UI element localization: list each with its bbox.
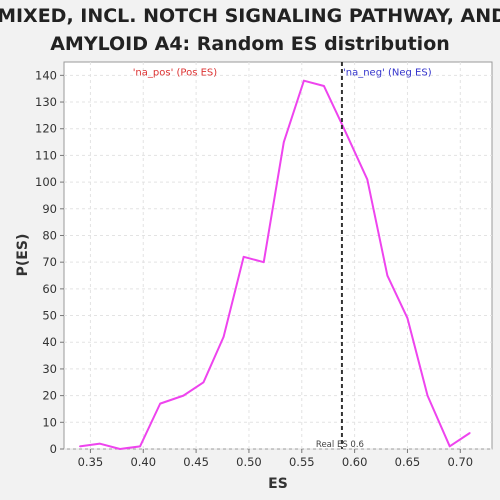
data-point [386,274,389,277]
data-point [303,79,305,82]
data-point [182,394,185,397]
y-tick-label: 10 [42,415,57,429]
x-axis-ticks: 0.35 0.40 0.45 0.50 0.55 0.60 0.65 0.70 [78,449,473,469]
series-layer [79,79,471,450]
y-tick-label: 60 [42,282,57,296]
y-tick-label: 0 [50,442,57,456]
x-tick-label: 0.70 [447,455,473,469]
data-point [222,336,225,338]
y-tick-label: 90 [42,202,57,216]
data-point [323,85,325,87]
data-point [79,445,81,448]
y-axis-label: P(ES) [15,234,31,277]
chart-title-line-2: AMYLOID A4: Random ES distribution [50,33,450,55]
x-tick-label: 0.60 [342,455,368,469]
data-point [159,402,161,405]
x-tick-label: 0.65 [395,455,421,469]
y-tick-label: 30 [42,362,57,376]
y-tick-label: 80 [42,228,57,242]
data-point [469,432,471,434]
x-tick-label: 0.35 [78,455,104,469]
y-tick-label: 110 [35,148,57,162]
annotation-layer: Real ES 0.6 'na_pos' (Pos ES) 'na_neg' (Ne… [133,62,432,450]
series-line [79,79,471,450]
data-point [283,141,285,143]
y-tick-label: 20 [42,389,57,403]
data-point [202,381,205,384]
y-tick-label: 40 [42,335,57,349]
data-point [242,256,245,258]
x-axis-label: ES [268,476,288,492]
annotation-label: 'na_pos' (Pos ES) [133,68,218,79]
y-tick-label: 70 [42,255,57,269]
annotation-label: 'na_neg' (Neg ES) [343,68,432,79]
x-tick-label: 0.50 [236,455,262,469]
y-tick-label: 130 [35,95,57,109]
y-tick-label: 140 [35,68,57,82]
y-axis-ticks: 0 10 20 30 40 50 60 70 80 90 100 110 120 130 140 [35,68,64,456]
data-point [99,442,101,445]
x-tick-label: 0.40 [130,455,156,469]
y-tick-label: 120 [35,122,57,136]
data-point [262,261,265,263]
plot-area [63,61,493,450]
data-point [426,394,429,397]
data-point [343,127,345,130]
x-tick-label: 0.55 [289,455,315,469]
y-tick-label: 100 [35,175,57,189]
data-point [448,445,451,448]
y-tick-label: 50 [42,309,57,323]
data-point [139,445,141,448]
data-point [406,317,409,320]
real-es-label: Real ES 0.6 [316,440,364,450]
data-point [366,178,369,181]
chart-title-line-1: MIXED, INCL. NOTCH SIGNALING PATHWAY, AN… [0,5,500,27]
x-tick-label: 0.45 [183,455,209,469]
data-point [119,448,121,450]
